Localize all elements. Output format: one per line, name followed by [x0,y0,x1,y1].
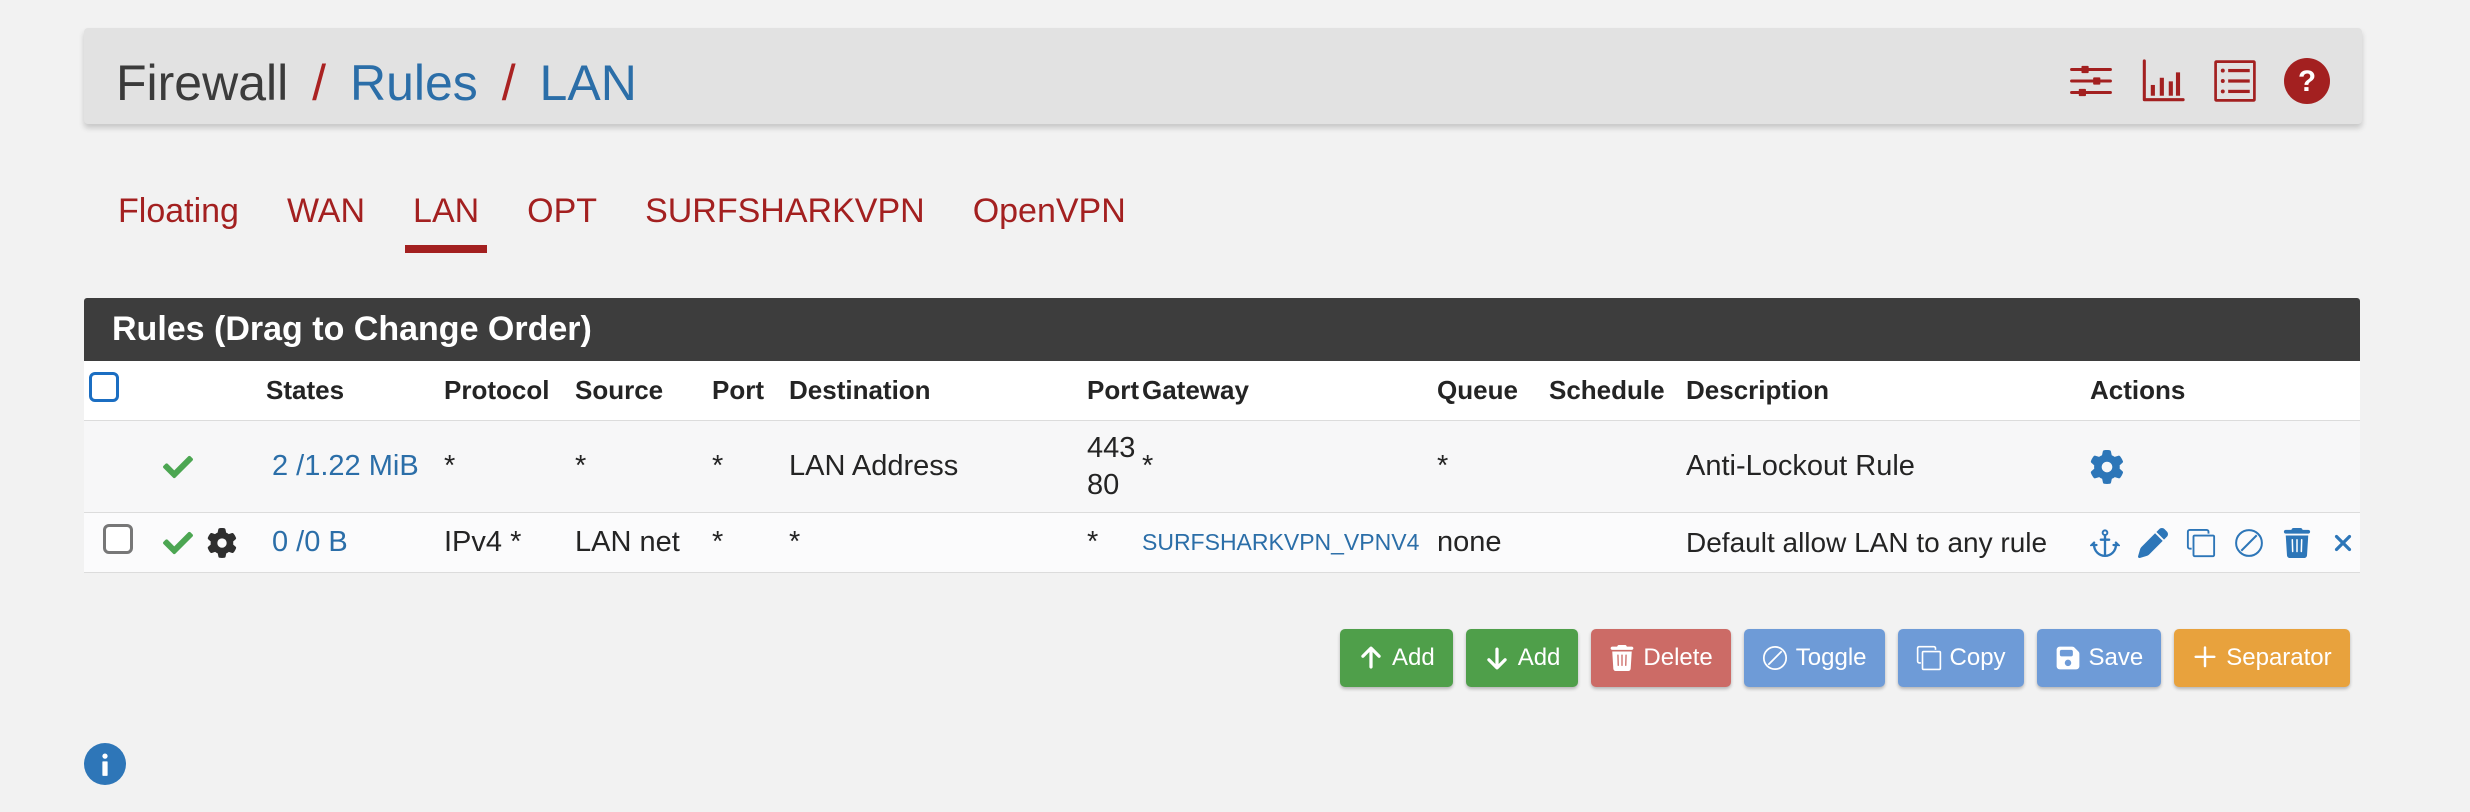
svg-text:?: ? [2298,65,2316,98]
